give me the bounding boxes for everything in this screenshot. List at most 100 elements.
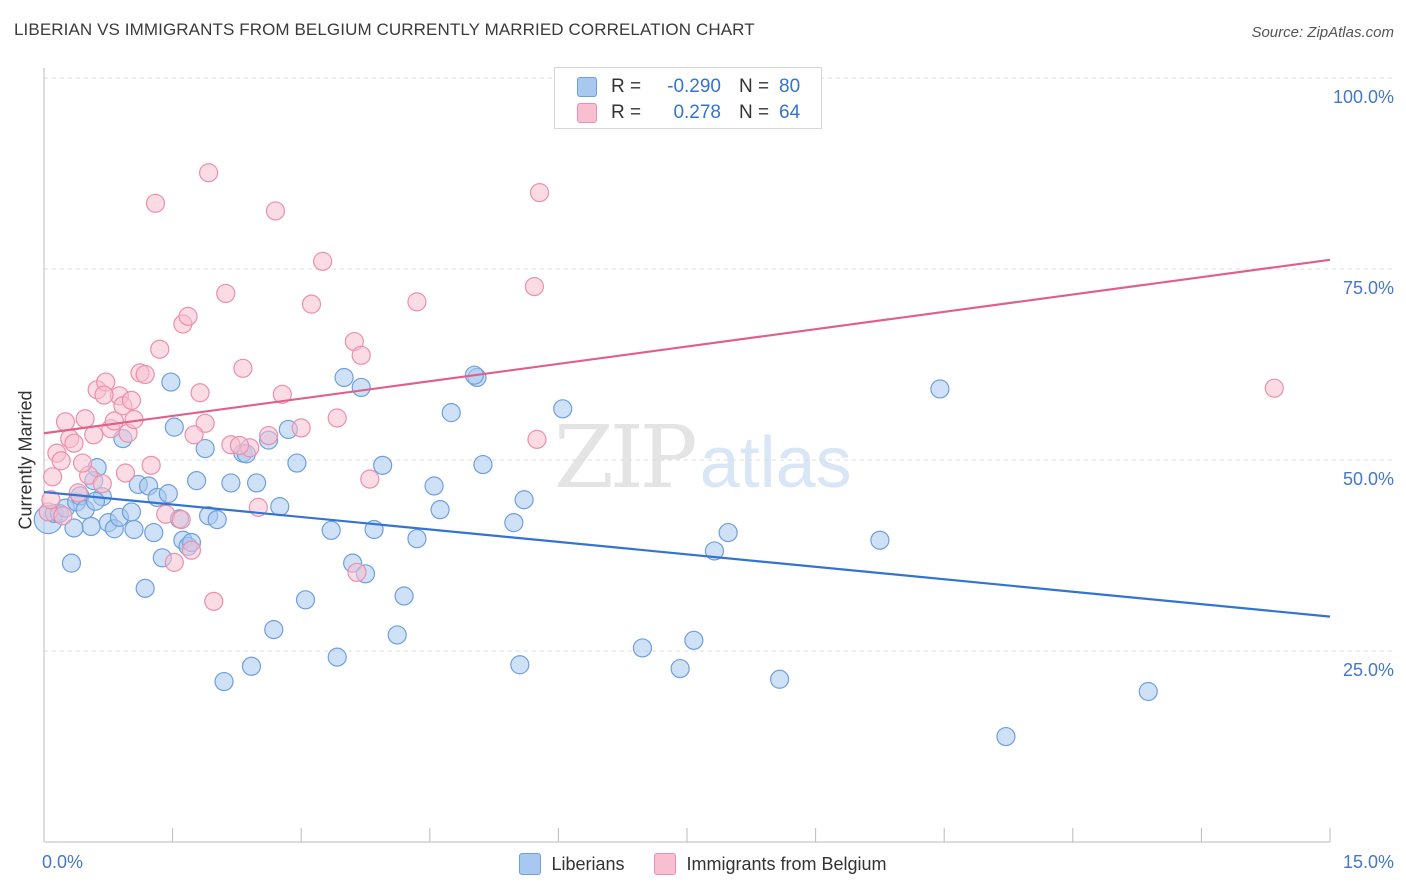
liberian-point [718, 522, 738, 543]
belgium-point [72, 453, 93, 473]
liberian-point [684, 630, 704, 650]
liberian-point [64, 518, 84, 538]
source-label: Source: ZipAtlas.com [1251, 24, 1394, 41]
y-tick-label-100: 100.0% [1332, 87, 1394, 107]
belgium-point [115, 463, 136, 483]
liberian-point [1138, 681, 1158, 702]
belgium-point [184, 425, 204, 445]
liberian-point [207, 509, 227, 530]
liberian-point [247, 473, 267, 493]
liberian-point [287, 453, 307, 473]
liberian-point [270, 497, 290, 517]
y-axis-label: Currently Married [15, 390, 36, 530]
legend-item-liberians[interactable]: Liberians [519, 853, 624, 875]
belgium-point [259, 425, 279, 446]
y-tick-label-50: 50.0% [1342, 469, 1394, 489]
legend-row-belgium: R = 0.278 N = 64 [577, 101, 819, 125]
legend-item-belgium[interactable]: Immigrants from Belgium [654, 853, 887, 875]
y-tick-label-75: 75.0% [1342, 278, 1394, 298]
belgium-point [171, 509, 191, 530]
belgium-point [190, 383, 210, 403]
liberian-point [161, 372, 181, 392]
belgium-point [181, 540, 202, 560]
belgium-point [64, 433, 84, 453]
liberian-point [135, 578, 155, 598]
belgium-point [55, 412, 76, 432]
chart-title: LIBERIAN VS IMMIGRANTS FROM BELGIUM CURR… [14, 20, 755, 39]
liberian-point [124, 519, 144, 540]
x-tick-label-min: 0.0% [42, 852, 84, 872]
legend-r-label: R = [611, 102, 642, 123]
liberian-point [321, 520, 341, 540]
belgium-point [145, 193, 166, 213]
x-tick-label-max: 15.0% [1342, 852, 1394, 872]
liberian-point [441, 403, 461, 423]
liberian-point [164, 417, 184, 437]
belgium-point [121, 390, 142, 411]
liberian-point [187, 471, 207, 491]
legend-r-value: -0.290 [667, 76, 721, 97]
y-tick-label-25: 25.0% [1342, 660, 1394, 680]
belgium-point [42, 467, 63, 487]
liberian-point [704, 541, 725, 561]
belgium-point [527, 429, 547, 449]
series-legend: Liberians Immigrants from Belgium [0, 851, 1406, 877]
belgium-point [529, 183, 550, 203]
belgium-point [141, 455, 161, 475]
watermark-zip: ZIP [554, 408, 698, 508]
belgium-point [229, 435, 250, 456]
liberian-point [430, 500, 450, 520]
belgium-point [150, 339, 170, 359]
belgium-point [313, 251, 333, 271]
belgium-point [524, 276, 544, 297]
liberian-point [214, 671, 234, 692]
watermark-atlas: atlas [699, 423, 852, 503]
legend-label-liberians: Liberians [551, 853, 625, 874]
belgium-point [135, 364, 155, 385]
belgium-point [75, 409, 95, 429]
liberian-trend-line [43, 490, 1331, 618]
legend-r-label: R = [611, 76, 642, 97]
liberian-point [351, 377, 371, 398]
belgium-point [291, 418, 311, 438]
liberian-point [334, 367, 354, 388]
legend-swatch-pink [577, 103, 597, 123]
belgium-point [51, 451, 71, 471]
belgium-point [94, 385, 114, 405]
belgium-trend-line [43, 258, 1331, 435]
liberian-point [870, 530, 890, 550]
correlation-legend: R = -0.290 N = 80 R = 0.278 N = 64 [554, 67, 822, 129]
belgium-point [104, 411, 124, 431]
liberian-point [221, 473, 241, 493]
legend-n-value: 80 [779, 76, 801, 97]
belgium-point [233, 358, 253, 378]
liberian-point [121, 502, 142, 522]
liberian-point [327, 647, 347, 667]
liberian-point [241, 656, 262, 676]
belgium-point [272, 384, 292, 404]
belgium-point [41, 490, 61, 510]
legend-r-value: 0.278 [673, 102, 721, 123]
belgium-point [407, 292, 427, 312]
legend-swatch-blue [577, 77, 597, 97]
belgium-point [351, 345, 371, 365]
liberian-point [387, 625, 407, 645]
liberian-point [407, 529, 427, 549]
belgium-point [53, 506, 73, 526]
legend-row-liberians: R = -0.290 N = 80 [577, 75, 819, 99]
legend-n-value: 64 [779, 102, 801, 123]
liberian-point [158, 484, 178, 504]
belgium-point [164, 552, 184, 572]
legend-swatch-blue [519, 853, 542, 875]
liberian-point [195, 438, 215, 459]
legend-label-belgium: Immigrants from Belgium [686, 853, 887, 874]
belgium-point [1264, 378, 1284, 398]
liberian-point [769, 669, 790, 689]
liberian-point [670, 658, 690, 679]
liberian-point [61, 553, 82, 573]
legend-swatch-pink [654, 853, 677, 875]
legend-n-label: N = [739, 102, 770, 123]
liberian-point [144, 522, 164, 543]
belgium-point [199, 163, 219, 183]
